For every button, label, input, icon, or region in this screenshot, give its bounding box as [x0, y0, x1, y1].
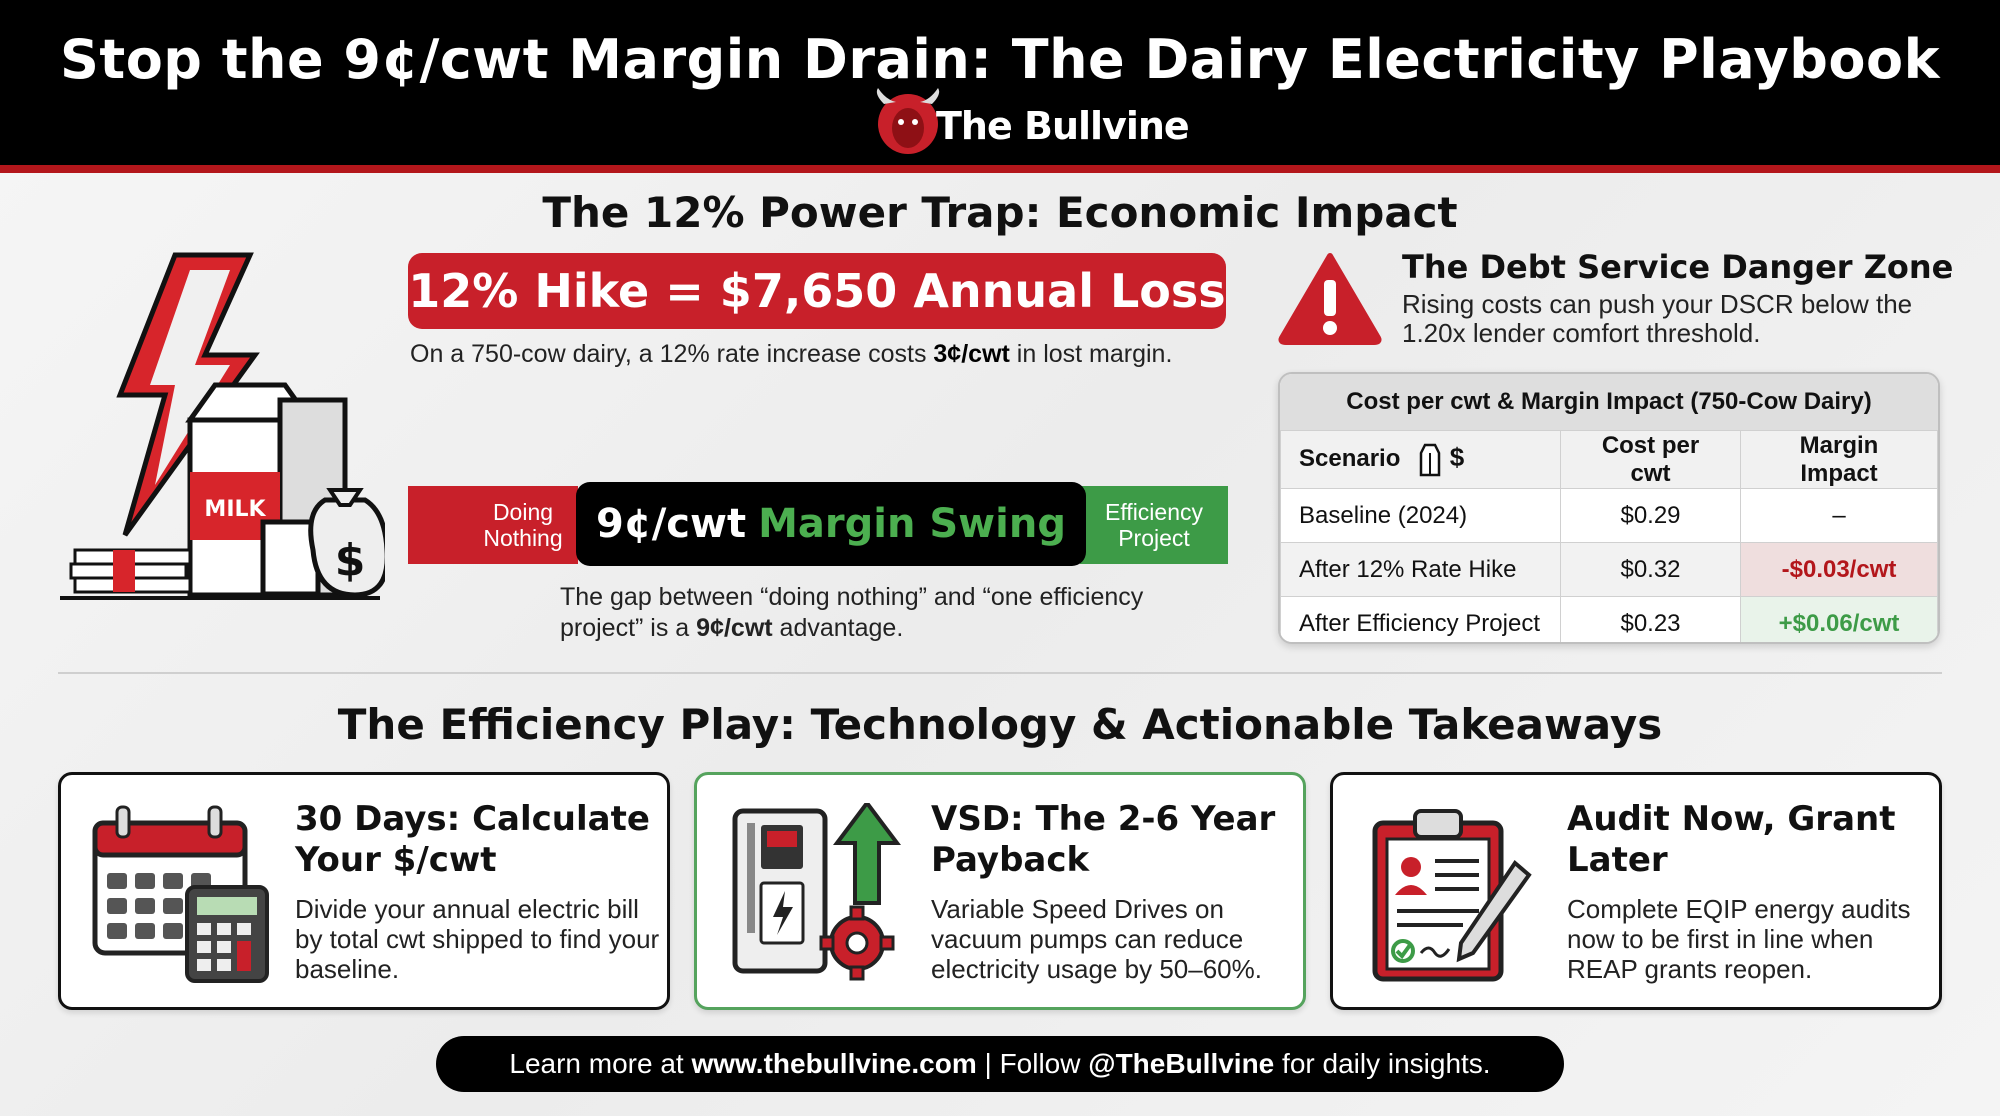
swing-value: 9¢/cwt [596, 501, 747, 547]
debt-zone-title: The Debt Service Danger Zone [1402, 248, 1954, 286]
hike-caption: On a 750-cow dairy, a 12% rate increase … [410, 340, 1173, 368]
vsd-drive-icon [732, 803, 901, 981]
dollar-icon: $ [1449, 442, 1465, 473]
card-title: 30 Days: Calculate Your $/cwt [295, 799, 650, 881]
table-cell-cost: $0.32 [1560, 542, 1741, 597]
section-title-impact: The 12% Power Trap: Economic Impact [542, 188, 1458, 237]
lightning-milk-money-icon: MILK $ [60, 252, 385, 600]
hike-loss-banner: 12% Hike = $7,650 Annual Loss [408, 253, 1226, 329]
table-header-scenario: Scenario $ [1280, 430, 1561, 489]
warning-icon [1278, 253, 1382, 345]
site-link[interactable]: www.thebullvine.com [691, 1048, 977, 1079]
table-cell-cost: $0.29 [1560, 488, 1741, 543]
table-header-impact: Margin Impact [1740, 430, 1938, 489]
swing-label: Margin Swing [758, 501, 1066, 547]
section-divider [58, 672, 1942, 674]
takeaway-card-calculate: 30 Days: Calculate Your $/cwt Divide you… [58, 772, 670, 1010]
takeaway-card-vsd: VSD: The 2-6 Year Payback Variable Speed… [694, 772, 1306, 1010]
social-handle-link[interactable]: @TheBullvine [1088, 1048, 1275, 1079]
margin-swing-row: Doing Nothing Efficiency Project 9¢/cwt … [408, 482, 1228, 566]
table-cell-impact: +$0.06/cwt [1740, 596, 1938, 642]
card-text: Divide your annual electric bill by tota… [295, 894, 660, 984]
calendar-calculator-icon [92, 805, 269, 983]
card-text: Variable Speed Drives on vacuum pumps ca… [931, 894, 1262, 984]
brand-name: The Bullvine [936, 104, 1190, 148]
svg-text:$: $ [335, 535, 366, 586]
milk-label: MILK [204, 497, 266, 522]
milk-carton-icon [1419, 443, 1441, 477]
card-title: Audit Now, Grant Later [1567, 799, 1896, 881]
table-cell-scenario: After Efficiency Project [1280, 596, 1561, 642]
table-cell-impact: -$0.03/cwt [1740, 542, 1938, 597]
efficiency-project-tag: Efficiency Project [1080, 486, 1228, 564]
card-title: VSD: The 2-6 Year Payback [931, 799, 1276, 881]
header-divider [0, 165, 2000, 173]
card-text: Complete EQIP energy audits now to be fi… [1567, 894, 1911, 984]
table-cell-cost: $0.23 [1560, 596, 1741, 642]
swing-caption: The gap between “doing nothing” and “one… [560, 583, 1144, 642]
table-cell-scenario: After 12% Rate Hike [1280, 542, 1561, 597]
bullvine-logo-icon [876, 88, 940, 154]
table-row: After 12% Rate Hike $0.32 -$0.03/cwt [1280, 542, 1938, 597]
table-row: After Efficiency Project $0.23 +$0.06/cw… [1280, 596, 1938, 642]
debt-zone-text: Rising costs can push your DSCR below th… [1402, 289, 1913, 349]
table-row: Baseline (2024) $0.29 – [1280, 488, 1938, 543]
table-header-cost: Cost per cwt [1560, 430, 1741, 489]
clipboard-audit-icon [1372, 809, 1532, 982]
table-cell-scenario: Baseline (2024) [1280, 488, 1561, 543]
page-title: Stop the 9¢/cwt Margin Drain: The Dairy … [59, 28, 1941, 91]
table-caption: Cost per cwt & Margin Impact (750-Cow Da… [1280, 374, 1938, 430]
cost-table: Scenario $ Cost per cwt Margin Impact Ba… [1280, 430, 1938, 642]
header-bar [0, 0, 2000, 165]
cost-table-card: Cost per cwt & Margin Impact (750-Cow Da… [1278, 372, 1940, 644]
section-title-efficiency: The Efficiency Play: Technology & Action… [337, 700, 1663, 749]
doing-nothing-tag: Doing Nothing [408, 486, 578, 564]
margin-swing-box: 9¢/cwt Margin Swing [576, 482, 1086, 566]
takeaway-card-audit: Audit Now, Grant Later Complete EQIP ene… [1330, 772, 1942, 1010]
table-cell-impact: – [1740, 488, 1938, 543]
table-header-row: Scenario $ Cost per cwt Margin Impact [1280, 430, 1938, 489]
footer-banner: Learn more at www.thebullvine.com | Foll… [436, 1036, 1564, 1092]
